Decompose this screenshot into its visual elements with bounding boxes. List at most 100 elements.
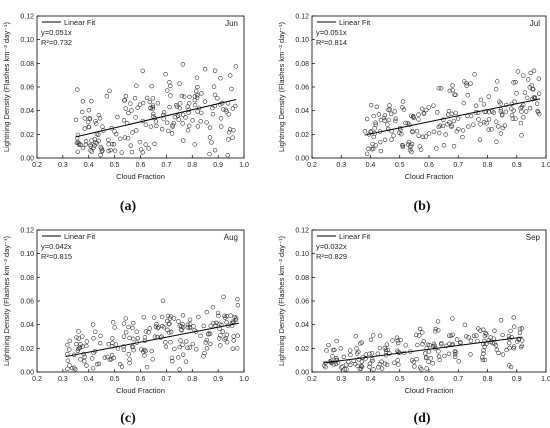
data-point: [347, 348, 353, 353]
data-point: [460, 134, 465, 140]
y-tick-label: 0.04: [20, 108, 34, 115]
data-point: [480, 357, 485, 363]
x-axis-label: Cloud Fraction: [405, 172, 454, 181]
data-point: [125, 136, 131, 141]
data-point: [167, 330, 172, 335]
data-point: [109, 352, 115, 358]
data-point: [423, 355, 429, 361]
data-point: [452, 354, 458, 360]
data-point: [326, 342, 331, 348]
data-point: [169, 329, 174, 335]
data-point: [121, 118, 127, 123]
data-point: [67, 347, 72, 352]
data-point: [135, 335, 141, 341]
data-point: [73, 367, 78, 372]
data-point: [422, 351, 428, 356]
data-point: [346, 359, 351, 365]
data-point: [224, 109, 229, 114]
data-point: [509, 112, 515, 118]
month-label: Jul: [530, 19, 540, 28]
data-point: [224, 340, 230, 345]
data-point: [502, 123, 508, 128]
data-point: [330, 354, 335, 359]
data-point: [344, 367, 349, 372]
data-point: [143, 348, 148, 354]
data-point: [216, 336, 222, 341]
data-point: [367, 361, 373, 366]
data-point: [212, 68, 218, 74]
data-point: [115, 114, 120, 120]
data-point: [212, 92, 218, 98]
data-point: [388, 111, 394, 117]
data-point: [481, 102, 487, 107]
data-point: [207, 125, 213, 130]
data-point: [194, 95, 200, 100]
data-point: [420, 341, 425, 347]
data-point: [508, 328, 513, 334]
data-point: [513, 79, 518, 85]
data-point: [339, 365, 344, 370]
y-axis-label: Lightning Density (Flashes km⁻² day⁻¹): [2, 21, 11, 152]
data-point: [442, 353, 447, 359]
data-point: [450, 332, 455, 337]
y-axis-label: Lightning Density (Flashes km⁻² day⁻¹): [277, 235, 286, 366]
data-point: [397, 130, 402, 135]
scatter-points: [73, 62, 239, 158]
r-squared: R²=0.829: [316, 252, 347, 261]
x-tick-label: 0.7: [453, 376, 463, 383]
data-point: [372, 126, 377, 131]
data-point: [500, 332, 505, 338]
r-squared: R²=0.815: [41, 252, 72, 261]
data-point: [343, 362, 349, 367]
data-point: [161, 116, 166, 121]
data-point: [492, 328, 497, 333]
data-point: [431, 129, 437, 134]
data-point: [362, 129, 368, 134]
data-point: [121, 347, 127, 352]
data-point: [172, 346, 177, 352]
fit-equation: y=0.051x: [316, 28, 347, 37]
data-point: [452, 348, 458, 354]
data-point: [500, 352, 506, 357]
data-point: [181, 138, 186, 143]
data-point: [521, 115, 526, 120]
data-point: [531, 68, 537, 74]
data-point: [231, 338, 236, 343]
data-point: [100, 124, 105, 129]
data-point: [454, 337, 460, 342]
data-point: [185, 104, 190, 109]
data-point: [416, 117, 421, 122]
data-point: [76, 336, 81, 341]
data-point: [531, 87, 536, 92]
panel-jun: 0.2 0.3 0.4 0.5 0.6 0.7 0.8 0.9 1.0 0.00 0.02 0.04 0…: [2, 14, 249, 215]
data-point: [192, 97, 197, 103]
data-point: [218, 343, 223, 348]
data-point: [169, 131, 175, 136]
data-point: [468, 81, 473, 86]
data-point: [348, 352, 353, 358]
data-point: [210, 105, 215, 111]
data-point: [86, 107, 92, 113]
data-point: [406, 139, 412, 145]
data-point: [451, 118, 457, 124]
plot-frame: [311, 229, 547, 373]
data-point: [202, 350, 207, 356]
data-point: [167, 316, 173, 321]
data-point: [525, 95, 530, 101]
x-tick-label: 1.0: [541, 162, 550, 169]
data-point: [378, 333, 383, 338]
x-tick-label: 0.6: [136, 162, 146, 169]
data-point: [167, 80, 172, 85]
data-point: [181, 94, 187, 99]
data-point: [489, 127, 494, 132]
data-point: [230, 346, 235, 351]
data-point: [170, 358, 175, 364]
data-point: [482, 120, 487, 125]
data-point: [371, 113, 376, 119]
data-point: [454, 129, 459, 134]
data-point: [178, 338, 183, 343]
data-point: [137, 139, 143, 145]
data-point: [479, 355, 485, 360]
data-point: [468, 113, 474, 119]
data-point: [373, 143, 378, 148]
